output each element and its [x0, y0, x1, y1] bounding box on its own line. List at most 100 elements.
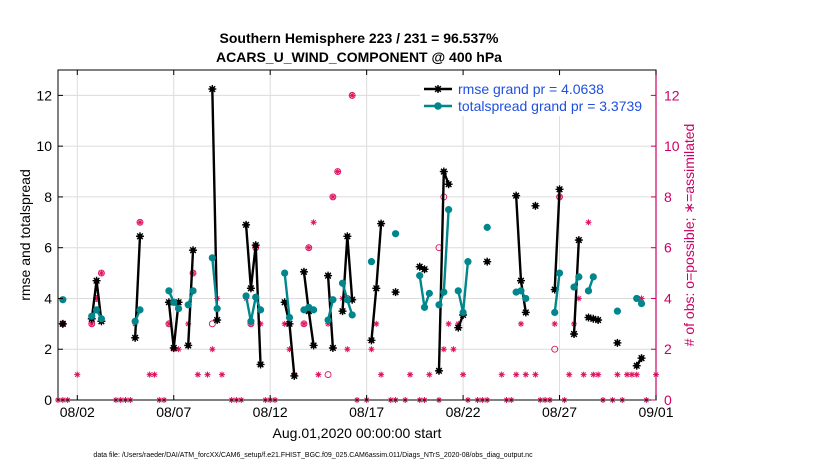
y2-tick-label: 4 [664, 290, 672, 306]
y2-tick-label: 6 [664, 240, 672, 256]
obs-assimilated-marker-stroke [460, 372, 466, 378]
obs-assimilated-marker [218, 371, 225, 378]
rmse-point [92, 276, 101, 285]
y-tick-label: 8 [44, 189, 52, 205]
obs-assimilated-marker-stroke [301, 321, 307, 327]
obs-assimilated-marker [329, 193, 336, 200]
obs-assimilated-marker [204, 371, 211, 378]
spread-point [445, 206, 453, 214]
obs-assimilated-marker [136, 219, 143, 226]
spread-point [454, 287, 462, 295]
spread-point [584, 287, 593, 295]
rmse-point [169, 343, 178, 352]
spread-point [252, 293, 260, 301]
spread-point [522, 294, 530, 303]
legend-box [420, 76, 650, 116]
x-axis-label: Aug.01,2020 00:00:00 start [273, 425, 442, 441]
rmse-point-stroke [93, 277, 100, 285]
spread-point [348, 311, 356, 319]
y2-tick-label: 8 [664, 189, 672, 205]
rmse-point-stroke [594, 316, 602, 324]
obs-assimilated-marker [551, 320, 558, 327]
rmse-point-stroke [208, 85, 216, 93]
spread-point [440, 288, 448, 296]
spread-point [309, 306, 318, 314]
rmse-point [570, 330, 579, 338]
rmse-point [343, 232, 352, 241]
rmse-point-stroke [570, 330, 578, 338]
obs-assimilated-marker-stroke [335, 169, 341, 175]
spread-point [367, 258, 376, 266]
rmse-point-stroke [575, 236, 583, 244]
rmse-point [555, 185, 564, 194]
spread-point [555, 269, 564, 277]
spread-point [420, 303, 429, 311]
obs-assimilated-marker-stroke [634, 372, 640, 378]
rmse-point-stroke [392, 288, 399, 296]
obs-assimilated-marker [517, 320, 524, 327]
spread-point [435, 301, 443, 309]
spread-point [92, 306, 101, 314]
obs-possible-marker [208, 320, 216, 328]
rmse-point [521, 308, 530, 317]
spread-point [136, 306, 144, 314]
rmse-point-stroke [589, 315, 597, 323]
rmse-line-segment [211, 89, 219, 321]
legend-spread-marker [434, 102, 442, 110]
obs-assimilated-marker-stroke [176, 346, 182, 352]
obs-assimilated-marker [532, 371, 539, 378]
rmse-point [574, 236, 583, 245]
obs-assimilated-marker-stroke [441, 346, 447, 352]
rmse-point-stroke [329, 344, 337, 352]
obs-assimilated-marker-stroke [209, 346, 215, 352]
spread-point [464, 258, 472, 266]
rmse-point [184, 341, 193, 350]
obs-assimilated-marker-stroke [590, 372, 596, 378]
spread-point [483, 223, 491, 231]
rmse-point [589, 314, 598, 323]
obs-assimilated-marker-stroke [315, 372, 321, 378]
obs-assimilated-marker [580, 371, 587, 378]
rmse-point [251, 241, 260, 250]
rmse-point-stroke [434, 85, 442, 93]
obs-assimilated-marker [426, 371, 433, 378]
spread-point [131, 317, 139, 325]
rmse-point [454, 323, 463, 332]
rmse-point [613, 338, 622, 347]
rmse-point-stroke [242, 221, 250, 229]
chart-title: Southern Hemisphere 223 / 231 = 96.537% [220, 30, 500, 46]
spread-point [338, 279, 347, 287]
obs-assimilated-marker [300, 320, 307, 327]
obs-assimilated-marker [315, 371, 322, 378]
rmse-point-stroke [556, 185, 563, 193]
spread-point [97, 315, 106, 323]
obs-assimilated-marker-stroke [373, 321, 379, 327]
obs-possible-marker [324, 371, 332, 379]
rmse-point-stroke [310, 342, 317, 349]
obs-assimilated-marker-stroke [407, 372, 413, 378]
rmse-point-stroke [300, 268, 308, 276]
obs-assimilated-marker [344, 346, 351, 353]
rmse-point [58, 319, 67, 328]
spread-point [256, 306, 265, 314]
obs-assimilated-marker-stroke [446, 321, 452, 327]
spread-point [570, 283, 578, 291]
rmse-point-stroke [638, 354, 645, 362]
spread-point [247, 317, 255, 325]
obs-assimilated-marker-stroke [552, 321, 558, 327]
spread-point [184, 301, 192, 309]
rmse-point [189, 246, 198, 255]
rmse-point-stroke [585, 314, 592, 321]
obs-assimilated-marker [368, 346, 375, 353]
spread-point [281, 269, 289, 277]
rmse-point [531, 201, 540, 210]
rmse-point [324, 271, 333, 280]
rmse-point-stroke [257, 361, 264, 368]
rmse-point [420, 265, 429, 274]
rmse-point-stroke [339, 307, 346, 315]
obs-assimilated-marker-stroke [349, 92, 355, 98]
spread-point [613, 307, 622, 315]
obs-assimilated-marker-stroke [282, 321, 288, 327]
rmse-point-stroke [435, 367, 443, 375]
rmse-point-stroke [483, 258, 491, 265]
